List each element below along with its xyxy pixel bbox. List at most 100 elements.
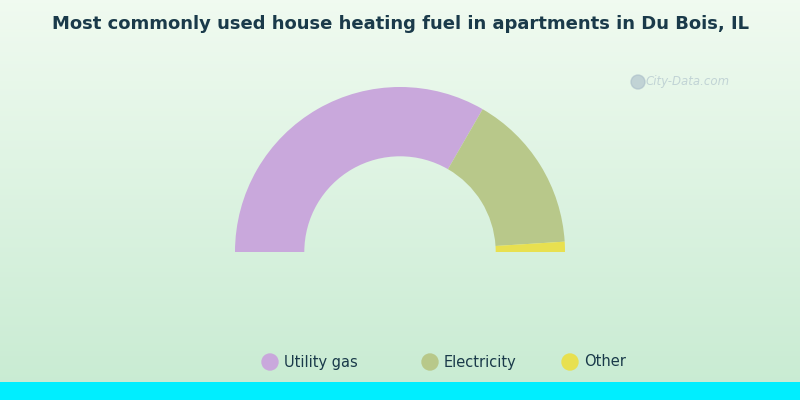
Bar [0,357,800,359]
Bar [0,327,800,328]
Bar [0,268,800,269]
Bar [0,397,800,399]
Bar [0,289,800,291]
Bar [0,105,800,107]
Bar [0,273,800,275]
Bar [0,72,800,73]
Bar [0,25,800,27]
Bar [0,93,800,95]
Bar [0,112,800,113]
Bar [0,291,800,292]
Bar [0,107,800,108]
Bar [0,55,800,56]
Bar [0,325,800,327]
Bar [0,228,800,229]
Bar [0,60,800,61]
Bar [0,229,800,231]
Bar [0,51,800,52]
Bar [0,299,800,300]
Bar [0,355,800,356]
Bar [0,176,800,177]
Bar [0,316,800,317]
Bar [0,153,800,155]
Bar [0,79,800,80]
Bar [0,41,800,43]
Bar [0,207,800,208]
Bar [0,321,800,323]
Bar [0,179,800,180]
Bar [0,35,800,36]
Bar [0,367,800,368]
Bar [0,147,800,148]
Bar [0,204,800,205]
Bar [0,177,800,179]
Bar [0,165,800,167]
Bar [0,376,800,377]
Bar [0,85,800,87]
Bar [0,361,800,363]
Bar [0,344,800,345]
Bar [0,288,800,289]
Bar [0,75,800,76]
Bar [0,331,800,332]
Wedge shape [235,87,482,252]
Bar [0,317,800,319]
Bar [0,84,800,85]
Bar [0,281,800,283]
Bar [0,124,800,125]
Bar [0,235,800,236]
Bar [0,57,800,59]
Bar [0,249,800,251]
Bar [0,323,800,324]
Bar [0,315,800,316]
Bar [0,225,800,227]
Bar [0,149,800,151]
Text: Electricity: Electricity [444,354,517,370]
Bar [0,368,800,369]
Bar [0,257,800,259]
Bar [0,375,800,376]
Bar [0,183,800,184]
Bar [0,32,800,33]
Bar [0,264,800,265]
Bar [0,244,800,245]
Bar [0,339,800,340]
Bar [0,168,800,169]
Bar [0,163,800,164]
Bar [0,345,800,347]
Bar [0,113,800,115]
Bar [0,205,800,207]
Bar [0,11,800,12]
Bar [0,312,800,313]
Bar [0,73,800,75]
Bar [0,277,800,279]
Bar [0,88,800,89]
Bar [0,240,800,241]
Bar [0,399,800,400]
Circle shape [562,354,578,370]
Bar [0,188,800,189]
Bar [0,220,800,221]
Bar [0,252,800,253]
Bar [0,156,800,157]
Bar [0,382,800,400]
Bar [0,311,800,312]
Bar [0,280,800,281]
Bar [0,297,800,299]
Bar [0,351,800,352]
Bar [0,384,800,385]
Wedge shape [495,242,565,252]
Bar [0,324,800,325]
Bar [0,7,800,8]
Bar [0,308,800,309]
Bar [0,67,800,68]
Bar [0,39,800,40]
Bar [0,65,800,67]
Bar [0,192,800,193]
Bar [0,255,800,256]
Bar [0,139,800,140]
Bar [0,111,800,112]
Bar [0,203,800,204]
Bar [0,239,800,240]
Bar [0,335,800,336]
